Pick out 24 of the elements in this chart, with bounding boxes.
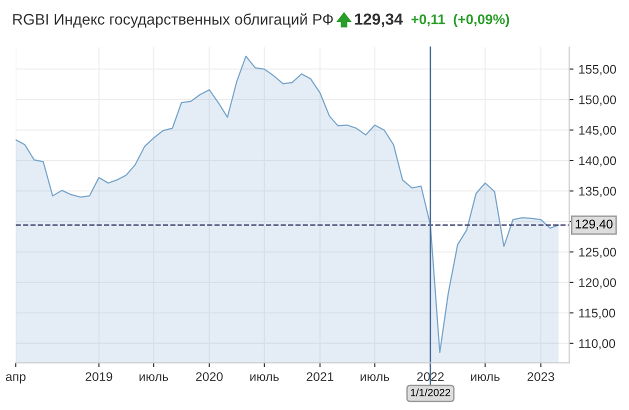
y-tick-label: 110,00 xyxy=(579,339,616,350)
y-tick-label: 140,00 xyxy=(579,156,616,167)
y-tick-label: 135,00 xyxy=(579,186,616,198)
y-tick-label: 155,00 xyxy=(579,64,616,76)
x-tick-label: 2021 xyxy=(306,372,334,382)
x-tick-label: 2019 xyxy=(86,372,112,382)
y-tick-label: 145,00 xyxy=(579,126,616,136)
y-tick-label: 120,00 xyxy=(579,278,616,289)
x-tick-label: апр xyxy=(6,374,26,384)
text: 129,34 xyxy=(355,13,403,28)
y-tick-label: 125,00 xyxy=(579,248,616,258)
x-tick-label: 2020 xyxy=(196,372,223,382)
ref-line-label: 1/1/2022 xyxy=(410,388,450,396)
text: +0,11 xyxy=(411,14,445,26)
x-tick-label: 2023 xyxy=(528,372,554,382)
text: (+0,09%) xyxy=(454,14,510,27)
x-tick-label: июль xyxy=(250,374,279,382)
y-tick-label: 150,00 xyxy=(579,95,616,106)
ref-line-label: 129,40 xyxy=(576,220,613,230)
x-tick-label: июль xyxy=(360,374,390,382)
y-tick-label: 115,00 xyxy=(579,308,616,320)
chart-title: RGBI Индекс государственных облигаций РФ xyxy=(13,13,333,28)
x-tick-label: июль xyxy=(471,374,500,382)
x-tick-label: июль xyxy=(140,374,168,382)
